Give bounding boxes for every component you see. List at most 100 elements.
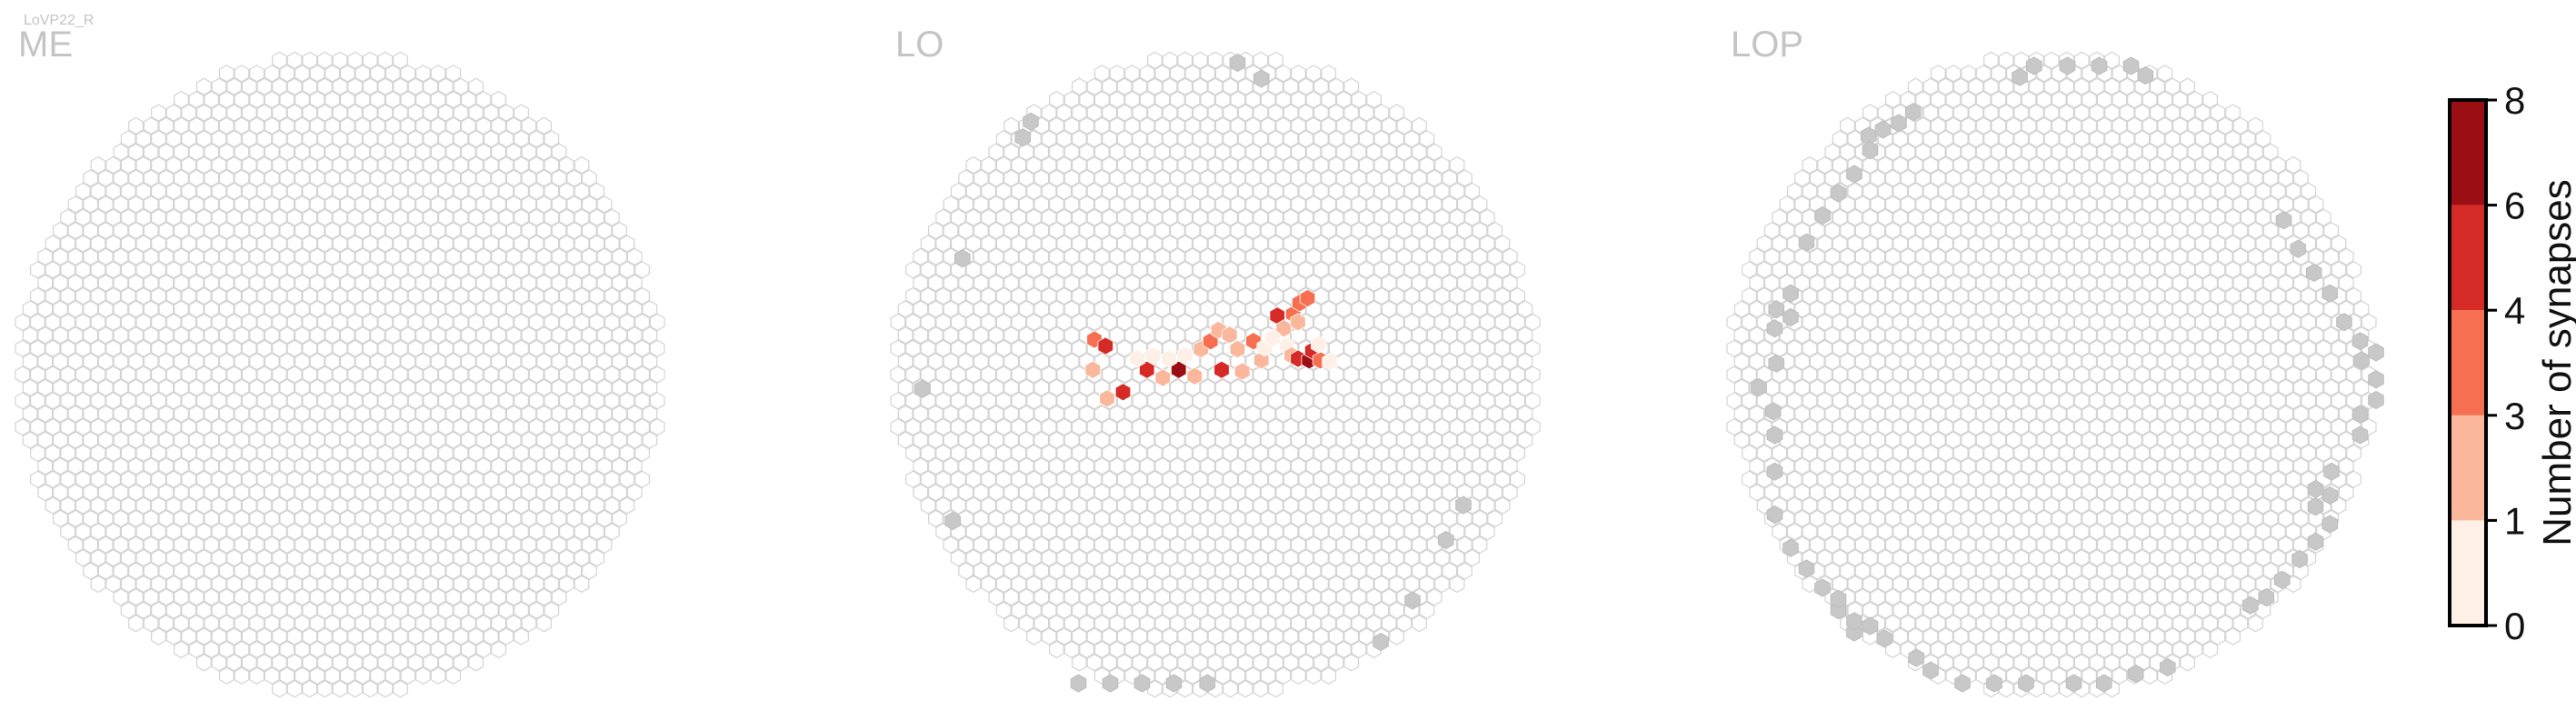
hex-cell-empty [2013,496,2030,515]
hex-cell-empty [113,457,129,476]
hex-cell-empty [1245,536,1261,554]
hex-cell-empty [37,274,54,292]
hex-cell-empty [2164,313,2181,332]
hex-cell-empty [249,221,265,240]
hex-cell-empty [384,457,401,476]
hex-cell-empty [1419,523,1435,541]
hex-cell-empty [52,352,68,371]
hex-cell-empty [113,169,129,187]
hex-cell-empty [143,143,159,161]
hex-cell-empty [1268,51,1283,70]
hex-cell-empty [1063,116,1080,135]
hex-cell-empty [362,417,378,436]
hex-cell-empty [67,405,84,423]
hex-cell-empty [415,640,431,659]
hex-cell-empty [120,444,136,463]
hex-cell-empty [1479,444,1495,463]
hex-cell-empty [475,405,492,423]
hex-cell-empty [377,182,394,201]
hex-cell-empty [2172,588,2188,606]
hex-cell-empty [1048,509,1064,528]
hex-cell-empty [521,614,537,633]
hex-cell-empty [2096,509,2112,528]
hex-cell-empty [354,143,371,161]
hex-cell-empty [339,300,355,318]
hex-cell-empty [1102,470,1118,488]
hex-cell-empty [491,405,507,423]
hex-cell-empty [544,523,560,541]
hex-cell-empty [2187,274,2203,292]
hex-cell-empty [1109,300,1125,318]
hex-cell-empty [249,116,265,135]
hex-cell-empty [1502,326,1518,345]
hex-cell-empty [528,130,544,148]
hex-cell-empty [354,326,371,345]
hex-cell-empty [2013,130,2030,148]
hex-cell-empty [1915,352,1932,371]
hex-cell-empty [1442,247,1458,266]
hex-cell-empty [1253,548,1269,567]
hex-cell-empty [1260,614,1276,633]
hex-cell-empty [958,457,974,476]
hex-cell-empty [453,601,469,619]
hex-cell-empty [2142,640,2158,659]
hex-cell-empty [551,300,567,318]
hex-cell-empty [973,457,989,476]
hex-cell-empty [286,417,303,436]
hex-cell-empty [1749,326,1765,345]
hex-cell-empty [1079,300,1095,318]
hex-cell-empty [1321,536,1337,554]
hex-cell-empty [1938,155,1954,175]
hex-cell-empty [165,601,182,619]
hex-cell-empty [2149,286,2165,305]
hex-cell-empty [1915,457,1932,476]
hex-cell-empty [249,352,265,371]
hex-cell-empty [1922,470,1939,488]
hex-cell-empty [316,286,333,305]
hex-cell-empty [1494,496,1511,515]
hex-cell-empty [1207,444,1223,463]
hex-cell-empty [1892,339,1909,357]
hex-cell-empty [935,313,952,332]
hex-cell-empty [377,654,394,672]
hex-cell-empty [135,392,152,410]
hex-cell-empty [2180,104,2196,122]
hex-cell-empty [1726,313,1742,332]
hex-cell-empty [2232,169,2249,187]
hex-cell-empty [626,352,643,371]
hex-cell-empty [1786,392,1802,410]
hex-cell-empty [2066,326,2082,345]
hex-cell-empty [309,666,325,685]
hex-cell-empty [2043,155,2060,175]
hex-cell-empty [596,300,613,318]
hex-cell-empty [1968,208,1984,226]
hex-cell-empty [1253,51,1269,70]
hex-cell-empty [927,352,944,371]
hex-cell-empty [1862,444,1878,463]
hex-cell-empty [384,352,401,371]
hex-cell-empty [2119,77,2135,95]
hex-cell-empty [1952,548,1969,567]
hex-cell-empty [1079,90,1095,109]
hex-cell-empty [181,339,197,357]
hex-cell-empty [2180,496,2196,515]
hex-cell-empty [1154,457,1171,476]
hex-cell-empty [1048,614,1064,633]
hex-cell-empty [1885,143,1901,161]
hex-cell-empty [272,286,287,305]
hex-cell-empty [2202,457,2218,476]
hex-cell-empty [1321,300,1337,318]
hex-cell-empty [83,405,99,423]
hex-cell-empty [1245,378,1261,397]
hex-cell-empty [514,339,529,357]
hex-cell-empty [1018,378,1034,397]
hex-cell-empty [90,208,106,226]
hex-cell-empty [362,392,378,410]
hex-cell-empty [897,352,914,371]
hex-cell-empty [1975,536,1992,554]
hex-cell-empty [1275,65,1292,83]
hex-cell-empty [272,392,287,410]
hex-cell-empty [1321,195,1337,214]
hex-cell-empty [1018,300,1034,318]
hex-cell-empty [279,169,295,187]
